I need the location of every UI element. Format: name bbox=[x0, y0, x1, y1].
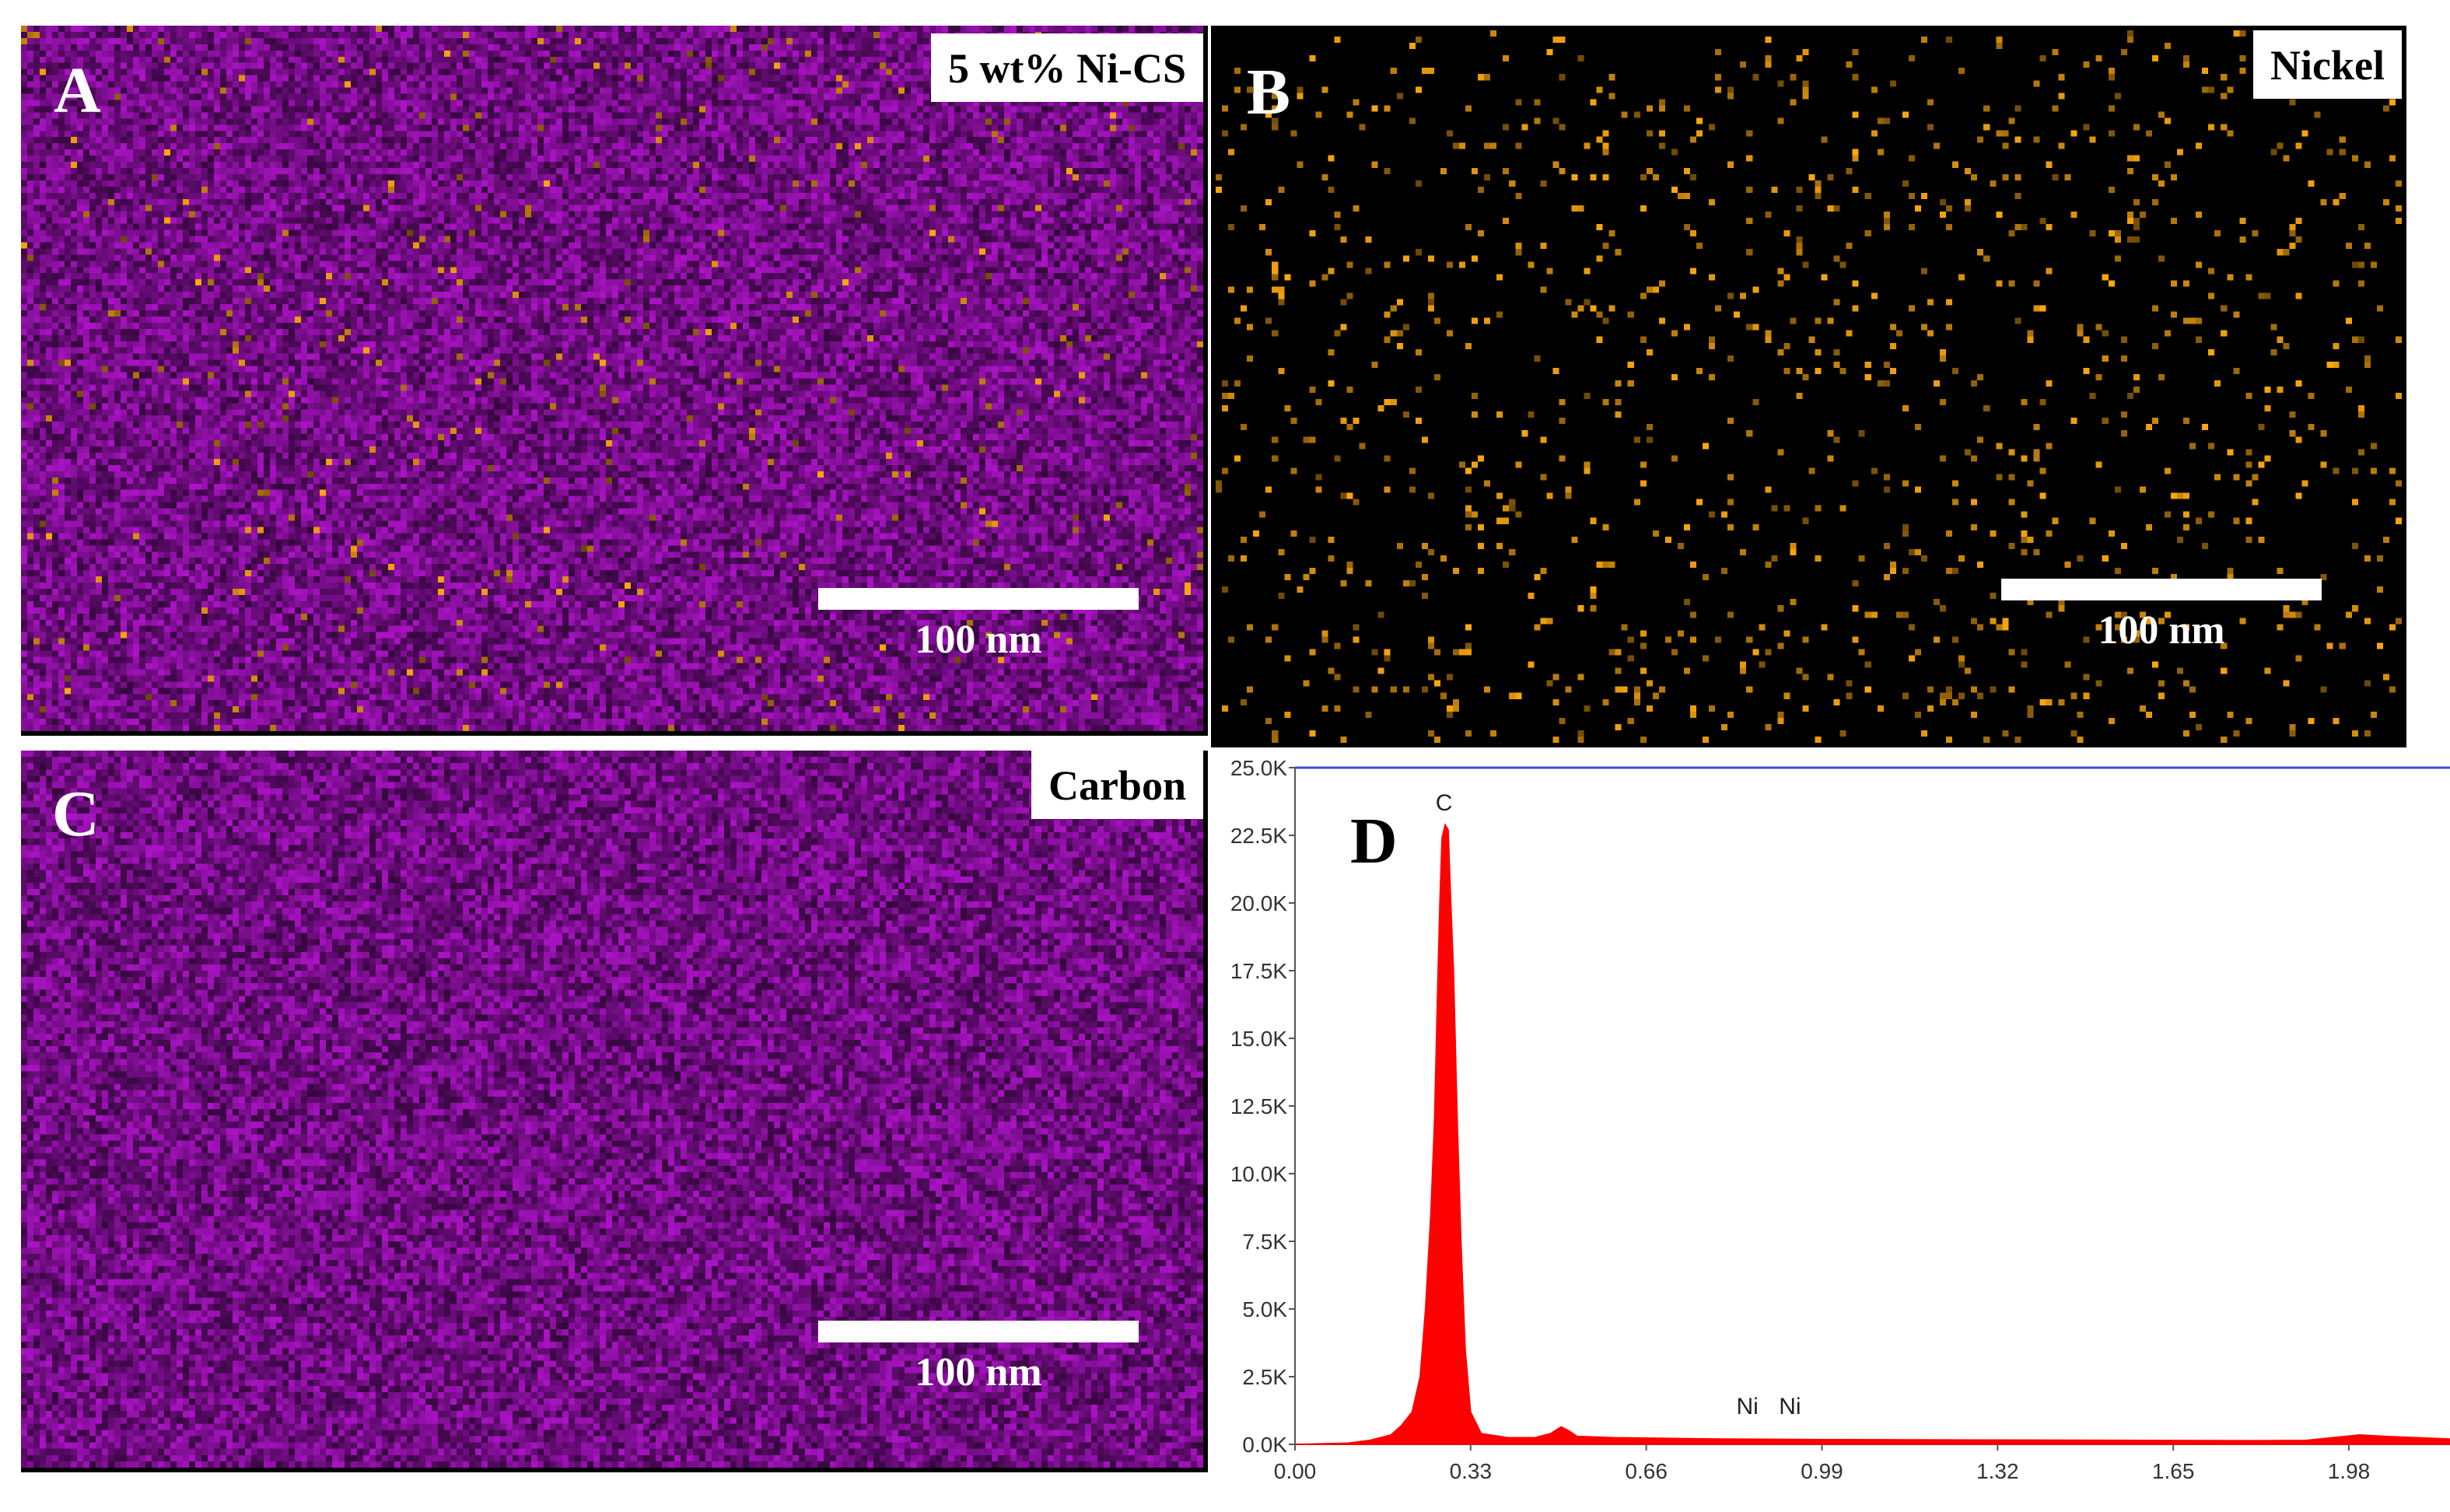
x-tick-label: 0.00 bbox=[1274, 1459, 1317, 1483]
nickel-map-image bbox=[1216, 30, 2402, 743]
y-tick-label: 7.5K bbox=[1242, 1230, 1287, 1254]
x-tick-label: 0.99 bbox=[1801, 1459, 1843, 1483]
y-tick-label: 12.5K bbox=[1230, 1094, 1287, 1118]
y-tick-label: 22.5K bbox=[1230, 824, 1287, 848]
y-tick-label: 25.0K bbox=[1230, 758, 1287, 780]
chart-peak-labels: C Ni Ni bbox=[1436, 790, 1801, 1419]
panel-d-eds-spectrum: 0.0K 2.5K 5.0K 7.5K 10.0K 12.5K 15.0K 17.5K 20.0… bbox=[1213, 758, 2450, 1512]
y-tick-label: 15.0K bbox=[1230, 1027, 1287, 1051]
panel-c-label: Carbon bbox=[1031, 751, 1203, 819]
spectrum-series-0 bbox=[1294, 823, 2450, 1445]
y-tick-label: 0.0K bbox=[1242, 1433, 1287, 1457]
panel-letter-a: A bbox=[54, 54, 101, 127]
overlay-map-image bbox=[21, 26, 1203, 731]
peak-label: Ni bbox=[1737, 1394, 1759, 1419]
y-tick-label: 10.0K bbox=[1230, 1162, 1287, 1186]
panel-letter-c: C bbox=[52, 778, 100, 850]
panel-letter-b: B bbox=[1247, 56, 1291, 128]
scale-bar-b-text: 100 nm bbox=[2098, 608, 2225, 653]
x-tick-label: 1.32 bbox=[1976, 1459, 2019, 1483]
x-tick-label: 0.66 bbox=[1625, 1459, 1668, 1483]
scale-bar-a bbox=[818, 588, 1139, 610]
x-tick-label: 1.65 bbox=[2152, 1459, 2195, 1483]
panel-b-label: Nickel bbox=[2253, 30, 2402, 99]
carbon-map-image bbox=[21, 751, 1203, 1468]
panel-c-carbon-map: C Carbon 100 nm bbox=[21, 751, 1208, 1472]
y-tick-label: 17.5K bbox=[1230, 959, 1287, 983]
panel-a-label: 5 wt% Ni-CS bbox=[931, 33, 1203, 102]
y-tick-label: 5.0K bbox=[1242, 1297, 1287, 1321]
scale-bar-c bbox=[818, 1321, 1139, 1342]
chart-ticks: 0.0K 2.5K 5.0K 7.5K 10.0K 12.5K 15.0K 17.5K 20.0… bbox=[1230, 758, 2370, 1483]
panel-a-overlay-map: A 5 wt% Ni-CS 100 nm bbox=[21, 26, 1208, 736]
panel-letter-d: D bbox=[1350, 805, 1398, 877]
y-tick-label: 2.5K bbox=[1242, 1365, 1287, 1389]
eds-spectrum-chart: 0.0K 2.5K 5.0K 7.5K 10.0K 12.5K 15.0K 17.5K 20.0… bbox=[1230, 758, 2450, 1483]
scale-bar-a-text: 100 nm bbox=[915, 618, 1042, 662]
peak-label: Ni bbox=[1779, 1394, 1801, 1419]
peak-label: C bbox=[1436, 790, 1453, 816]
chart-plot-area bbox=[1294, 823, 2450, 1445]
panel-b-nickel-map: B Nickel 100 nm bbox=[1211, 26, 2406, 747]
x-tick-label: 1.98 bbox=[2328, 1459, 2371, 1483]
chart-axes bbox=[1294, 766, 2450, 1445]
y-tick-label: 20.0K bbox=[1230, 891, 1287, 915]
scale-bar-b bbox=[2001, 579, 2322, 600]
x-tick-label: 0.33 bbox=[1450, 1459, 1493, 1483]
scale-bar-c-text: 100 nm bbox=[915, 1350, 1042, 1395]
